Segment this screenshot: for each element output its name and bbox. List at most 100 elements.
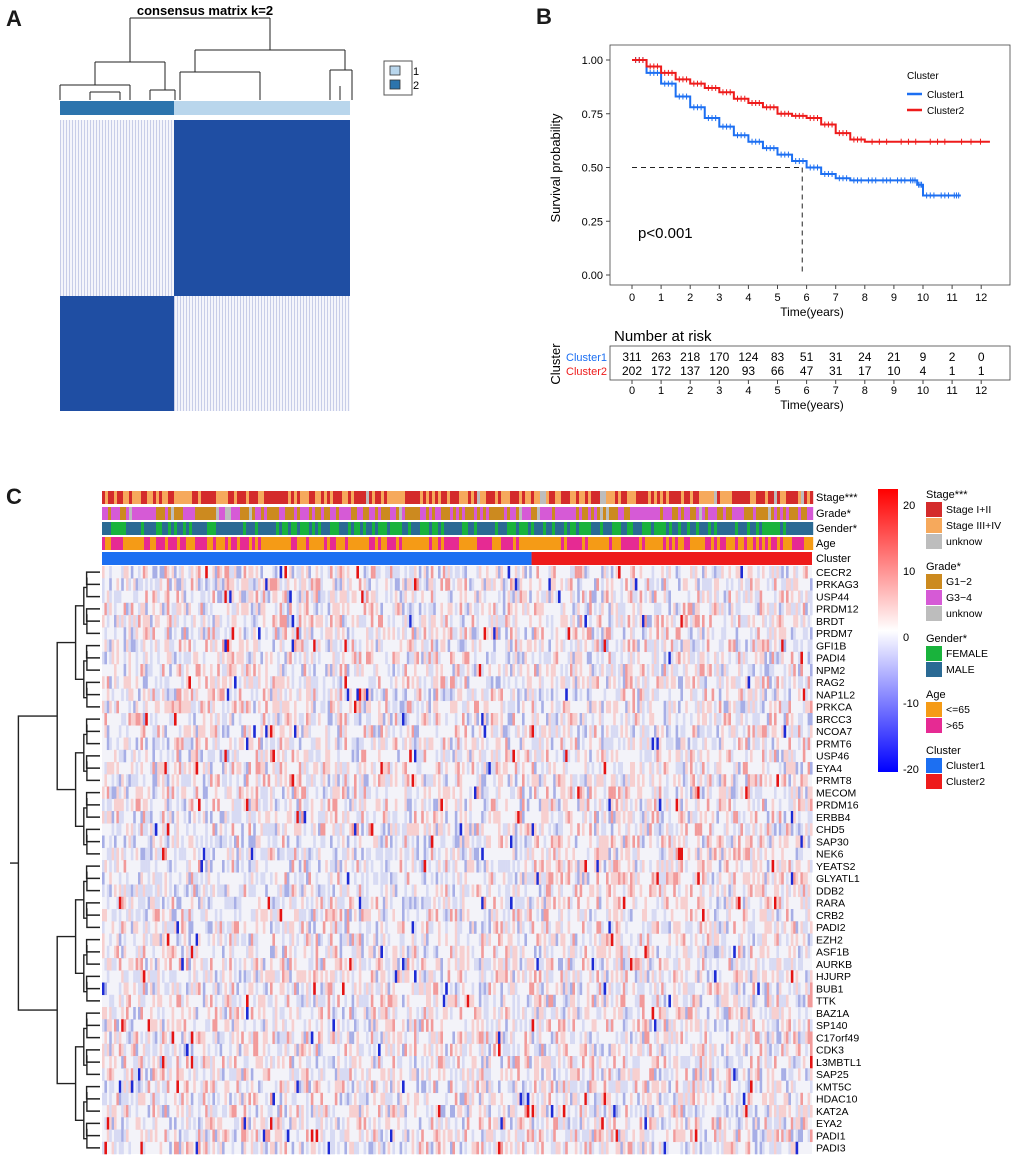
heatmap-cell [778,602,782,616]
heatmap-cell [260,713,263,726]
annotation-cell [261,507,265,520]
heatmap-cell [217,566,220,579]
heatmap-cell [267,823,271,836]
heatmap-cell [771,798,775,812]
heatmap-cell [430,590,434,604]
heatmap-cell [810,700,813,714]
heatmap-cell [682,811,686,824]
annotation-cell [567,537,571,550]
heatmap-cell [630,676,633,689]
heatmap-cell [726,590,729,604]
heatmap-cell [140,737,143,751]
annotation-cell [405,522,409,535]
heatmap-cell [123,615,127,628]
annotation-cell [330,522,334,535]
heatmap-cell [632,651,635,665]
annotation-cell [450,522,454,535]
heatmap-cell [802,749,806,763]
heatmap-cell [646,749,650,763]
heatmap-cell [349,798,352,812]
heatmap-cell [675,651,679,665]
heatmap-cell [301,762,304,775]
heatmap-cell [798,798,801,812]
heatmap-cell [750,578,753,591]
heatmap-cell [200,835,203,849]
heatmap-cell [416,835,419,849]
heatmap-cell [397,651,400,665]
annotation-track-label: Stage*** [816,492,858,504]
heatmap-cell [313,823,316,836]
heatmap-cell [476,602,479,616]
heatmap-cell [325,664,328,677]
heatmap-cell [270,676,273,689]
heatmap-cell [498,823,501,836]
heatmap-cell [406,676,410,689]
annotation-cell [549,537,553,550]
heatmap-cell [541,627,544,640]
heatmap-cell [104,811,107,824]
heatmap-cell [402,762,405,775]
heatmap-cell [606,737,609,751]
heatmap-cell [313,774,316,787]
annotation-cell [633,507,637,520]
heatmap-cell [260,762,263,775]
heatmap-cell [668,823,671,836]
heatmap-cell [318,615,321,628]
annotation-cell [474,537,478,550]
annotation-cell [369,491,373,504]
annotation-cell [459,522,463,535]
heatmap-cell [459,639,463,653]
heatmap-cell [735,676,739,689]
heatmap-cell [639,725,643,738]
annotation-cell [552,537,556,550]
heatmap-cell [577,786,580,800]
heatmap-cell [579,615,583,628]
heatmap-cell [423,798,427,812]
annotation-cell [390,491,394,504]
heatmap-cell [735,700,739,714]
heatmap-cell [574,651,578,665]
heatmap-cell [668,737,671,751]
heatmap-cell [339,639,343,653]
heatmap-cell [505,664,508,677]
annotation-cell [672,537,676,550]
annotation-cell [405,537,409,550]
heatmap-cell [601,774,604,787]
annotation-cell [183,507,187,520]
heatmap-cell [174,823,177,836]
heatmap-cell [198,798,201,812]
heatmap-cell [649,627,652,640]
heatmap-cell [339,664,343,677]
heatmap-cell [762,798,765,812]
annotation-cell [603,537,607,550]
heatmap-cell [522,786,525,800]
annotation-cell [591,537,595,550]
heatmap-cell [661,664,664,677]
heatmap-cell [327,664,331,677]
heatmap-cell [286,786,290,800]
annotation-cell [564,491,568,504]
heatmap-cell [639,762,643,775]
annotation-cell [297,491,301,504]
heatmap-cell [342,823,345,836]
heatmap-cell [255,676,259,689]
heatmap-cell [692,651,695,665]
heatmap-cell [740,713,743,726]
heatmap-cell [394,713,398,726]
heatmap-cell [234,811,237,824]
heatmap-cell [474,627,477,640]
heatmap-cell [709,664,712,677]
annotation-cell [762,507,766,520]
heatmap-cell [706,639,710,653]
heatmap-cell [380,688,383,702]
heatmap-cell [296,590,299,604]
heatmap-cell [538,774,542,787]
heatmap-cell [214,823,218,836]
heatmap-cell [430,627,434,640]
heatmap-cell [454,566,458,579]
heatmap-cell [692,676,695,689]
annotation-cell [282,491,286,504]
heatmap-cell [666,590,669,604]
heatmap-cell [783,749,787,763]
heatmap-cell [591,590,595,604]
